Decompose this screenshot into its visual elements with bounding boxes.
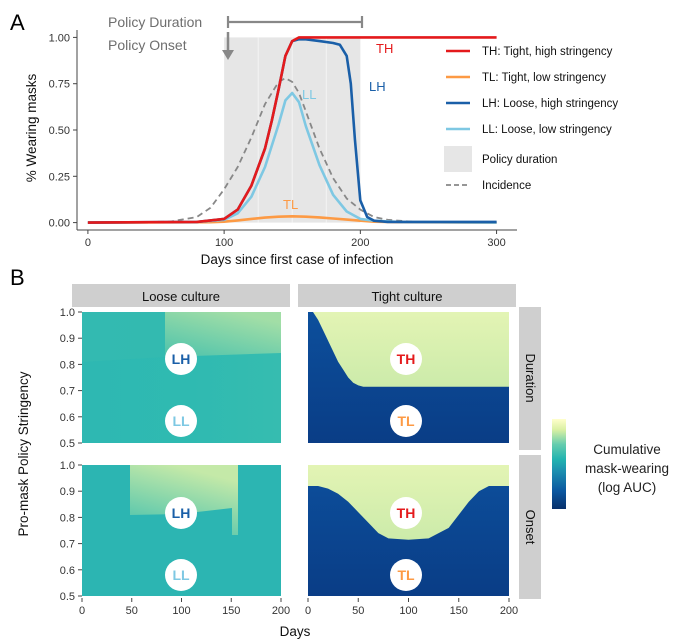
annotation-policy-duration: Policy Duration [108, 14, 202, 30]
badge-tl-duration: TL [390, 405, 422, 437]
b-x-tick-label: 50 [126, 605, 138, 617]
panel-a-legend: TH: Tight, high stringency TL: Tight, low… [444, 46, 618, 192]
svg-text:LL: LL [172, 567, 190, 583]
x-tick-label: 100 [215, 237, 233, 249]
legend-label: Incidence [482, 180, 531, 192]
x-tick-label: 200 [351, 237, 369, 249]
y-tick-label: 0.25 [49, 171, 70, 183]
badge-ll-duration: LL [165, 405, 197, 437]
panel-a-plot: 0 100 200 300 0.00 0.25 0.50 0.75 1.00 [49, 30, 517, 249]
column-strip-tight: Tight culture [298, 284, 516, 307]
legend-item-ll: LL: Loose, low stringency [446, 124, 612, 136]
legend-item-pd: Policy duration [444, 146, 557, 172]
b-y-tick-label: 0.7 [60, 386, 75, 398]
panel-a-x-ticks: 0 100 200 300 [85, 230, 506, 249]
panel-b-letter: B [10, 265, 25, 290]
b-y-tick-label: 1.0 [60, 460, 75, 472]
badge-ll-onset: LL [165, 559, 197, 591]
curve-label-lh: LH [369, 79, 386, 94]
y-tick-label: 0.75 [49, 79, 70, 91]
b-y-tick-label: 0.8 [60, 359, 75, 371]
panel-b-ticks: 1.0 0.9 0.8 0.7 0.6 0.5 1.0 0.9 0.8 0.7 0.6 0.5 0 50 1… [60, 307, 518, 617]
b-x-tick-label: 50 [352, 605, 364, 617]
y-tick-label: 1.00 [49, 32, 70, 44]
row-strip-duration: Duration [519, 307, 541, 450]
legend-swatch [444, 146, 472, 172]
svg-text:LL: LL [172, 413, 190, 429]
onset-arrow [222, 32, 234, 60]
colorbar [552, 419, 566, 509]
legend-label: Policy duration [482, 154, 557, 166]
legend-item-inc: Incidence [446, 180, 531, 192]
colorbar-label-line-1: Cumulative [593, 442, 661, 457]
badge-lh-onset: LH [165, 497, 197, 529]
b-x-tick-label: 150 [222, 605, 240, 617]
strip-loose-culture: Loose culture [142, 289, 220, 304]
legend-label: LH: Loose, high stringency [482, 98, 618, 110]
b-x-tick-label: 200 [500, 605, 518, 617]
b-y-tick-label: 0.5 [60, 591, 75, 603]
badge-tl-onset: TL [390, 559, 422, 591]
b-y-tick-label: 0.9 [60, 486, 75, 498]
svg-text:LH: LH [172, 505, 191, 521]
svg-text:TL: TL [397, 567, 415, 583]
annotation-policy-onset: Policy Onset [108, 37, 187, 53]
panel-b-y-label: Pro-mask Policy Stringency [16, 371, 31, 536]
b-y-tick-label: 0.5 [60, 438, 75, 450]
b-y-tick-label: 1.0 [60, 307, 75, 319]
badge-lh-duration: LH [165, 343, 197, 375]
badge-th-onset: TH [390, 497, 422, 529]
strip-onset: Onset [523, 510, 538, 545]
b-y-tick-label: 0.9 [60, 333, 75, 345]
b-x-tick-label: 0 [305, 605, 311, 617]
y-tick-label: 0.50 [49, 125, 70, 137]
panel-a-x-label: Days since first case of infection [201, 252, 394, 267]
series-line-ll [87, 91, 497, 224]
curve-label-th: TH [376, 41, 393, 56]
panel-a-y-ticks: 0.00 0.25 0.50 0.75 1.00 [49, 32, 77, 230]
strip-tight-culture: Tight culture [371, 289, 442, 304]
series-line-incidence [87, 77, 497, 224]
svg-text:LH: LH [172, 351, 191, 367]
series-line-tl [87, 215, 497, 224]
panel-b-x-label: Days [280, 624, 311, 639]
b-y-tick-label: 0.8 [60, 512, 75, 524]
legend-item-tl: TL: Tight, low stringency [446, 72, 606, 84]
x-tick-label: 300 [487, 237, 505, 249]
b-x-tick-label: 200 [272, 605, 290, 617]
b-y-tick-label: 0.6 [60, 412, 75, 424]
curve-label-ll: LL [302, 87, 316, 102]
x-tick-label: 0 [85, 237, 91, 249]
legend-label: TH: Tight, high stringency [482, 46, 613, 58]
policy-band-dividers [257, 37, 327, 223]
legend-label: TL: Tight, low stringency [482, 72, 606, 84]
b-x-tick-label: 150 [450, 605, 468, 617]
panel-a-y-label: % Wearing masks [24, 73, 39, 182]
b-y-tick-label: 0.7 [60, 539, 75, 551]
svg-text:TH: TH [397, 351, 416, 367]
curve-label-tl: TL [283, 197, 298, 212]
badge-th-duration: TH [390, 343, 422, 375]
row-strip-onset: Onset [519, 455, 541, 599]
heatmap-loose-duration [82, 312, 281, 443]
b-x-tick-label: 0 [79, 605, 85, 617]
y-tick-label: 0.00 [49, 218, 70, 230]
b-x-tick-label: 100 [172, 605, 190, 617]
legend-label: LL: Loose, low stringency [482, 124, 612, 136]
colorbar-label-line-3: (log AUC) [598, 480, 657, 495]
colorbar-label-line-2: mask-wearing [585, 461, 669, 476]
panel-a-letter: A [10, 10, 25, 35]
legend-item-lh: LH: Loose, high stringency [446, 98, 618, 110]
b-x-tick-label: 100 [399, 605, 417, 617]
column-strip-loose: Loose culture [72, 284, 290, 307]
svg-text:TH: TH [397, 505, 416, 521]
panel-a-series [87, 36, 497, 224]
duration-bracket [226, 16, 364, 28]
series-line-th [87, 36, 497, 224]
svg-text:TL: TL [397, 413, 415, 429]
b-y-tick-label: 0.6 [60, 565, 75, 577]
strip-duration: Duration [523, 353, 538, 402]
legend-item-th: TH: Tight, high stringency [446, 46, 613, 58]
